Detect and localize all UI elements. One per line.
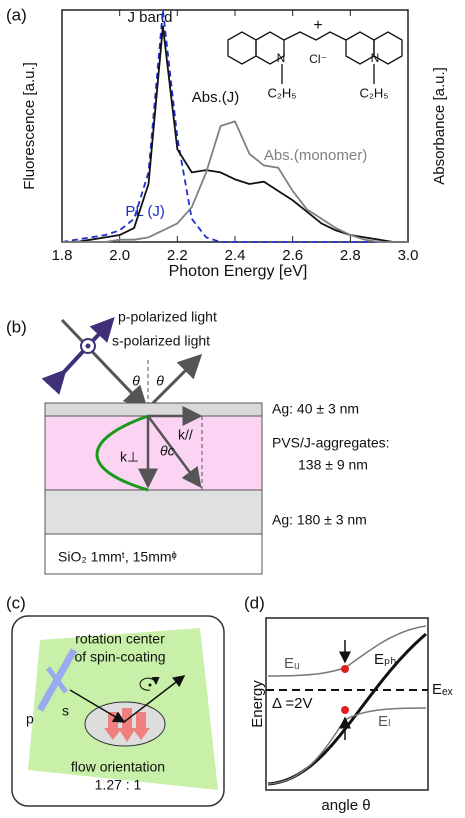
series-label: Abs.(J) [192,89,240,106]
label: p [26,711,34,727]
x-axis-label: angle θ [321,797,370,814]
layer-label: Ag: 180 ± 3 nm [272,512,367,528]
label: Eₚₕ [374,651,397,668]
label: flow orientation [71,759,165,775]
label: p-polarized light [118,309,217,325]
layer-label: Ag: 40 ± 3 nm [272,401,359,417]
center [148,683,152,687]
layer-label: PVS/J-aggregates: [272,435,390,451]
ag-bottom [44,489,263,535]
s-arrow [46,666,68,694]
substrate-label: SiO₂ 1mmᵗ, 15mmᶲ [58,549,177,565]
reflected-ray [146,353,203,410]
series-label: PL (J) [125,203,164,220]
label: rotation center [75,631,165,647]
panel-c: (c) rotation center of spin-coating p s … [6,593,225,807]
panel-label: (d) [244,593,265,612]
lower-polariton [267,707,427,785]
panel-b: (b) p-polarized light s-polarized light … [6,309,390,575]
label: Eᵤ [284,655,300,672]
label: s-polarized light [112,333,210,349]
anticrossing [341,706,349,714]
angle: θ [156,373,164,389]
plot-frame [61,9,409,243]
series-line [61,9,408,243]
ethyl: C₂H₅ [267,85,296,100]
ag-top [44,402,263,417]
series-label: Abs.(monomer) [264,147,367,164]
y2-axis-label: Absorbance [a.u.] [431,67,448,185]
y-axis-label: Fluorescence [a.u.] [21,62,38,190]
label: s [62,703,69,719]
rotation [139,676,160,691]
panel-d: (d) Eᵤ Eₚₕ Eₑₓ Eₗ Δ =2V Energy angle θ [244,593,453,813]
k-perp: k⊥ [120,449,139,465]
series-line [62,25,408,243]
label: of spin-coating [74,649,165,665]
counter-ion: Cl⁻ [309,52,327,66]
layer-label: 138 ± 9 nm [298,457,368,473]
theta-c: θc [160,443,175,459]
axes-frame [265,617,429,791]
x-tick-label: 2.8 [340,247,361,264]
ethyl: C₂H₅ [359,85,388,100]
angle: θ [132,373,140,389]
panel-label: (a) [6,5,27,24]
label: Eₗ [378,713,391,730]
k-arrow [146,415,202,489]
x-tick-label: 2.0 [109,247,130,264]
label: 1.27 : 1 [95,777,142,793]
atom-label: N [371,51,380,65]
panel-label: (c) [6,593,26,612]
y-axis-label: Energy [249,680,266,728]
anticrossing [341,665,349,673]
annotation: J band [127,9,172,26]
x-tick-label: 3.0 [398,247,419,264]
x-tick-label: 2.2 [167,247,188,264]
k-par: k// [178,427,193,443]
pvs-layer [44,415,263,491]
x-tick-label: 1.8 [52,247,73,264]
field-profile [95,414,149,492]
label: Δ =2V [272,695,312,712]
molecule [227,31,403,84]
s-symbol [85,343,91,349]
substrate [44,533,263,575]
series-line [62,120,408,243]
flow-arrows [104,708,150,742]
x-tick-label: 2.6 [282,247,303,264]
ray [69,689,126,723]
charge: + [313,17,322,34]
incident-ray [60,318,149,411]
x-tick-label: 2.4 [225,247,246,264]
x-axis-label: Photon Energy [eV] [169,263,308,280]
ray [123,675,186,723]
panel-label: (b) [6,317,27,336]
atom-label: N [277,51,286,65]
label: Eₑₓ [432,681,453,698]
